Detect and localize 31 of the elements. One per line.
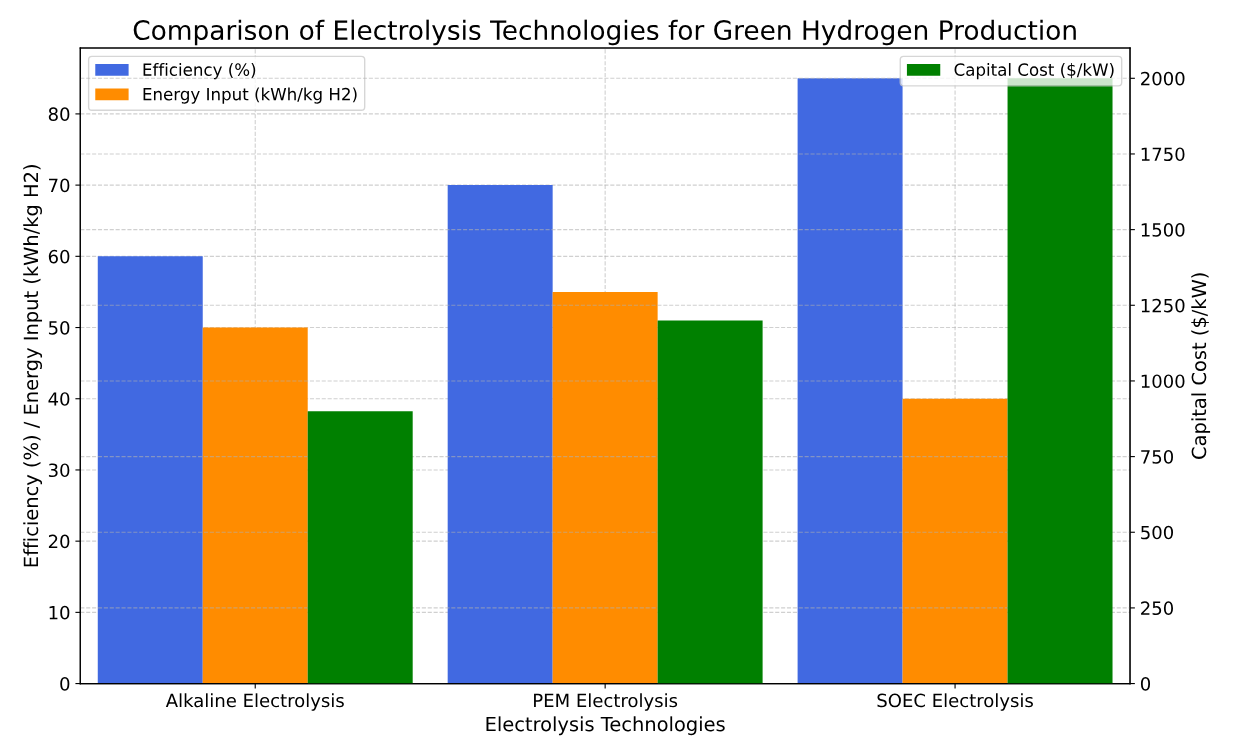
x-axis-title: Electrolysis Technologies — [486, 716, 725, 736]
y-tick-label: 20 — [48, 534, 70, 549]
legend-label: Energy Input (kWh/kg H2) — [143, 87, 357, 104]
y2-tick-label: 1000 — [1141, 374, 1185, 389]
y-tick-label: 80 — [48, 107, 70, 122]
y2-tick-label: 750 — [1141, 450, 1174, 464]
y2-axis-title: Capital Cost ($/kW) — [1191, 273, 1211, 459]
y2-tick-label: 1500 — [1141, 223, 1185, 237]
bar — [447, 185, 553, 684]
y2-tick-label: 250 — [1141, 601, 1174, 616]
legend-label: Capital Cost ($/kW) — [954, 63, 1114, 80]
x-tick-label: PEM Electrolysis — [534, 693, 678, 711]
y-tick-label: 40 — [48, 392, 70, 406]
bar — [97, 256, 203, 684]
y2-tick-label: 0 — [1140, 677, 1151, 691]
legend-label: Efficiency (%) — [143, 63, 256, 80]
y-tick-label: 0 — [60, 677, 70, 691]
y-tick-label: 70 — [49, 178, 70, 193]
bar — [797, 78, 903, 684]
y-tick-label: 30 — [48, 463, 70, 478]
y-tick-label: 60 — [48, 249, 70, 264]
x-tick-label: SOEC Electrolysis — [877, 693, 1033, 711]
chart-title: Comparison of Electrolysis Technologies for Green Hydrogen Production — [133, 19, 1076, 46]
y-tick-label: 50 — [48, 320, 70, 335]
y2-tick-label: 1750 — [1141, 147, 1185, 162]
x-tick-label: Alkaline Electrolysis — [165, 693, 344, 711]
y2-tick-label: 500 — [1141, 525, 1174, 540]
y-axis-title: Efficiency (%) / Energy Input (kWh/kg H2) — [23, 165, 43, 567]
y2-tick-label: 1250 — [1141, 298, 1185, 313]
y2-tick-label: 2000 — [1141, 71, 1185, 86]
y-tick-label: 10 — [49, 605, 70, 620]
